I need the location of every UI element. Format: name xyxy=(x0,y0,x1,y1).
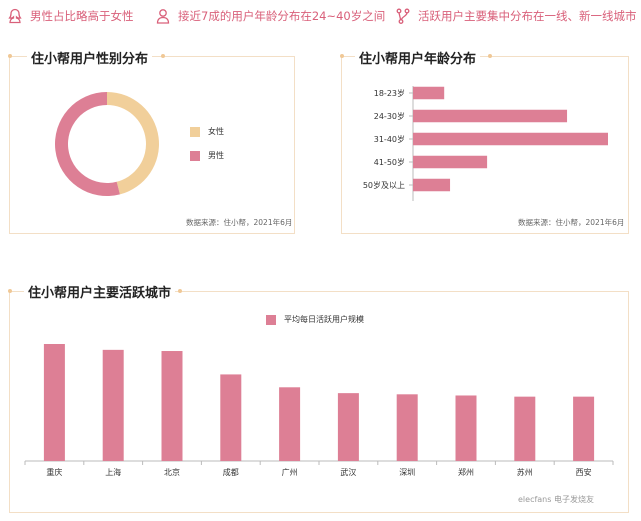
donut-slice-female xyxy=(107,92,160,195)
city-tick-label: 广州 xyxy=(282,467,298,477)
gender-source: 数据来源：住小帮，2021年6月 xyxy=(186,218,293,227)
city-tick-label: 西安 xyxy=(576,467,592,477)
age-tick-label: 41-50岁 xyxy=(374,157,405,167)
top-insight-text: 接近7成的用户年龄分布在24~40岁之间 xyxy=(178,9,386,23)
city-bar xyxy=(43,344,65,461)
city-bar-chart: 重庆 上海 北京 成都 广州 武汉 深圳 郑州 苏州 西安 xyxy=(24,344,614,477)
city-bar xyxy=(102,349,124,461)
city-bar xyxy=(573,396,595,461)
legend-male: 男性 xyxy=(190,150,224,161)
age-bar xyxy=(413,178,451,192)
city-tick-label: 重庆 xyxy=(46,467,62,477)
age-tick-label: 50岁及以上 xyxy=(363,180,405,190)
city-bar xyxy=(337,393,359,461)
legend-swatch-female xyxy=(190,126,200,137)
city-bar xyxy=(514,396,536,461)
age-source: 数据来源：住小帮，2021年6月 xyxy=(518,218,625,227)
age-tick-label: 18-23岁 xyxy=(374,88,405,98)
legend-female: 女性 xyxy=(190,126,224,137)
donut-slice-male xyxy=(55,92,120,196)
city-tick-label: 苏州 xyxy=(517,467,533,477)
city-card-title: 住小帮用户主要活跃城市 xyxy=(24,282,176,301)
gender-card-title: 住小帮用户性别分布 xyxy=(27,48,153,67)
legend-label-female: 女性 xyxy=(208,127,224,136)
city-bar xyxy=(396,394,418,461)
watermark: elecfans 电子发烧友 xyxy=(518,495,594,504)
title-dot xyxy=(161,54,165,58)
branch-icon xyxy=(396,8,410,24)
age-tick-label: 31-40岁 xyxy=(374,134,405,144)
top-insight-age: 接近7成的用户年龄分布在24~40岁之间 xyxy=(156,6,385,26)
legend-label-male: 男性 xyxy=(208,151,224,160)
age-tick-label: 24-30岁 xyxy=(374,111,405,121)
title-dot xyxy=(488,54,492,58)
top-insight-city: 活跃用户主要集中分布在一线、新一线城市 xyxy=(396,6,637,26)
city-bar xyxy=(161,351,183,461)
city-tick-label: 深圳 xyxy=(399,467,415,477)
city-legend: 平均每日活跃用户规模 xyxy=(266,314,364,325)
top-insight-text: 活跃用户主要集中分布在一线、新一线城市 xyxy=(418,9,637,23)
user-icon xyxy=(156,8,170,24)
age-bar xyxy=(413,155,488,169)
city-bar xyxy=(220,374,242,461)
city-tick-label: 郑州 xyxy=(458,467,474,477)
title-dot xyxy=(8,54,12,58)
age-bar xyxy=(413,86,445,100)
legend-label-city: 平均每日活跃用户规模 xyxy=(284,315,364,324)
gender-donut-chart xyxy=(55,92,160,196)
city-tick-label: 北京 xyxy=(164,467,180,477)
city-tick-label: 上海 xyxy=(105,467,121,477)
title-dot xyxy=(8,289,12,293)
top-insight-text: 男性占比略高于女性 xyxy=(30,9,134,23)
city-tick-label: 成都 xyxy=(223,467,239,477)
age-bar xyxy=(413,109,568,123)
title-dot xyxy=(340,54,344,58)
title-dot xyxy=(178,289,182,293)
city-tick-label: 武汉 xyxy=(340,467,356,477)
city-bar xyxy=(279,387,301,461)
age-card-title: 住小帮用户年龄分布 xyxy=(355,48,481,67)
legend-swatch-male xyxy=(190,150,200,161)
top-insight-gender: 男性占比略高于女性 xyxy=(8,6,134,26)
age-bar xyxy=(413,132,608,146)
legend-swatch-city xyxy=(266,314,276,325)
age-bar-chart: 18-23岁 24-30岁 31-40岁 41-50岁 50岁及以上 xyxy=(363,86,608,201)
city-bar xyxy=(455,395,477,461)
female-user-icon xyxy=(8,8,22,24)
